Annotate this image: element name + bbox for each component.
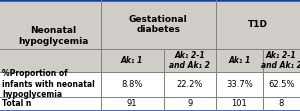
Text: Ak₁ 1: Ak₁ 1 [228,56,250,65]
Text: 101: 101 [231,99,247,108]
Text: %Proportion of
infants with neonatal
hypoglycemia: %Proportion of infants with neonatal hyp… [2,69,95,99]
Text: Ak₁ 1: Ak₁ 1 [121,56,143,65]
Text: T1D: T1D [248,20,268,29]
Text: 9: 9 [187,99,192,108]
Text: Ak₁ 2-1
and Ak₁ 2: Ak₁ 2-1 and Ak₁ 2 [261,51,300,70]
Text: 33.7%: 33.7% [226,80,253,89]
Text: 8: 8 [279,99,284,108]
Text: 62.5%: 62.5% [268,80,295,89]
Text: 91: 91 [127,99,137,108]
Bar [0,72,300,111]
Text: Gestational
diabetes: Gestational diabetes [129,15,188,34]
Text: Total n: Total n [2,99,32,108]
Text: 8.8%: 8.8% [121,80,143,89]
Text: Ak₁ 2-1
and Ak₁ 2: Ak₁ 2-1 and Ak₁ 2 [169,51,210,70]
Text: 22.2%: 22.2% [177,80,203,89]
Text: Neonatal
hypoglycemia: Neonatal hypoglycemia [18,26,88,46]
Bar [0,0,300,72]
